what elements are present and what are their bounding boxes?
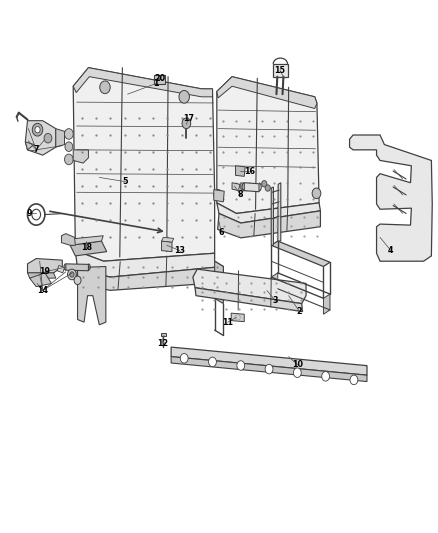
Polygon shape — [323, 294, 330, 314]
Circle shape — [44, 133, 52, 143]
Circle shape — [32, 123, 43, 136]
Polygon shape — [271, 187, 273, 245]
Circle shape — [28, 204, 45, 225]
Polygon shape — [236, 166, 245, 176]
Polygon shape — [271, 241, 330, 266]
Polygon shape — [75, 251, 223, 277]
Circle shape — [67, 269, 76, 280]
Text: 10: 10 — [292, 360, 303, 369]
Polygon shape — [73, 150, 88, 163]
Text: 16: 16 — [244, 166, 255, 175]
Polygon shape — [162, 241, 172, 252]
Circle shape — [237, 361, 245, 370]
Polygon shape — [162, 237, 174, 242]
Polygon shape — [30, 273, 51, 287]
Circle shape — [322, 372, 329, 381]
Polygon shape — [66, 264, 88, 271]
Text: 14: 14 — [37, 286, 48, 295]
Polygon shape — [232, 183, 240, 191]
Polygon shape — [28, 259, 62, 273]
Polygon shape — [25, 120, 56, 155]
Polygon shape — [214, 190, 224, 202]
Polygon shape — [218, 211, 321, 238]
Polygon shape — [56, 128, 64, 147]
Circle shape — [265, 185, 270, 191]
Text: 3: 3 — [273, 296, 278, 305]
Polygon shape — [70, 241, 107, 256]
Circle shape — [293, 368, 301, 377]
Polygon shape — [25, 142, 34, 150]
Text: 15: 15 — [275, 66, 286, 75]
Text: 19: 19 — [39, 268, 50, 276]
Polygon shape — [217, 77, 317, 109]
Circle shape — [179, 91, 189, 103]
Polygon shape — [171, 357, 367, 382]
Circle shape — [32, 209, 41, 220]
Circle shape — [74, 276, 81, 285]
Text: 1: 1 — [153, 79, 159, 88]
Polygon shape — [193, 269, 306, 304]
Circle shape — [350, 375, 358, 385]
Text: 4: 4 — [388, 246, 394, 255]
Text: 5: 5 — [123, 177, 128, 186]
Circle shape — [214, 190, 223, 200]
Circle shape — [100, 81, 110, 94]
Circle shape — [265, 365, 273, 374]
Circle shape — [261, 181, 267, 187]
Polygon shape — [154, 75, 165, 84]
Polygon shape — [61, 233, 75, 245]
Polygon shape — [241, 183, 249, 191]
Polygon shape — [231, 313, 244, 321]
Circle shape — [182, 118, 191, 128]
Circle shape — [70, 272, 74, 277]
Circle shape — [208, 357, 216, 367]
Circle shape — [180, 353, 188, 363]
Polygon shape — [217, 77, 319, 214]
Polygon shape — [278, 183, 281, 241]
Text: 20: 20 — [155, 74, 166, 83]
Circle shape — [35, 126, 40, 133]
Circle shape — [312, 188, 321, 199]
Text: 2: 2 — [297, 307, 302, 316]
Text: 13: 13 — [174, 246, 185, 255]
Polygon shape — [244, 183, 259, 192]
Polygon shape — [271, 273, 278, 293]
Polygon shape — [57, 265, 64, 273]
Circle shape — [64, 128, 73, 139]
Polygon shape — [73, 68, 215, 261]
Text: 11: 11 — [222, 318, 233, 327]
Circle shape — [64, 154, 73, 165]
Polygon shape — [350, 135, 432, 261]
Polygon shape — [70, 236, 103, 245]
Text: 12: 12 — [157, 339, 168, 348]
Text: 7: 7 — [33, 146, 39, 155]
Text: 6: 6 — [219, 228, 224, 237]
Polygon shape — [28, 273, 56, 278]
Polygon shape — [215, 261, 223, 304]
Circle shape — [65, 142, 73, 151]
Polygon shape — [171, 347, 367, 375]
Polygon shape — [195, 288, 303, 312]
Polygon shape — [273, 64, 288, 77]
Polygon shape — [76, 266, 223, 290]
Text: 9: 9 — [27, 209, 32, 218]
Polygon shape — [73, 68, 212, 97]
Polygon shape — [161, 333, 166, 336]
Text: 18: 18 — [81, 244, 92, 253]
Text: 8: 8 — [238, 190, 244, 199]
Polygon shape — [78, 266, 106, 325]
Text: 17: 17 — [183, 114, 194, 123]
Polygon shape — [217, 203, 321, 223]
